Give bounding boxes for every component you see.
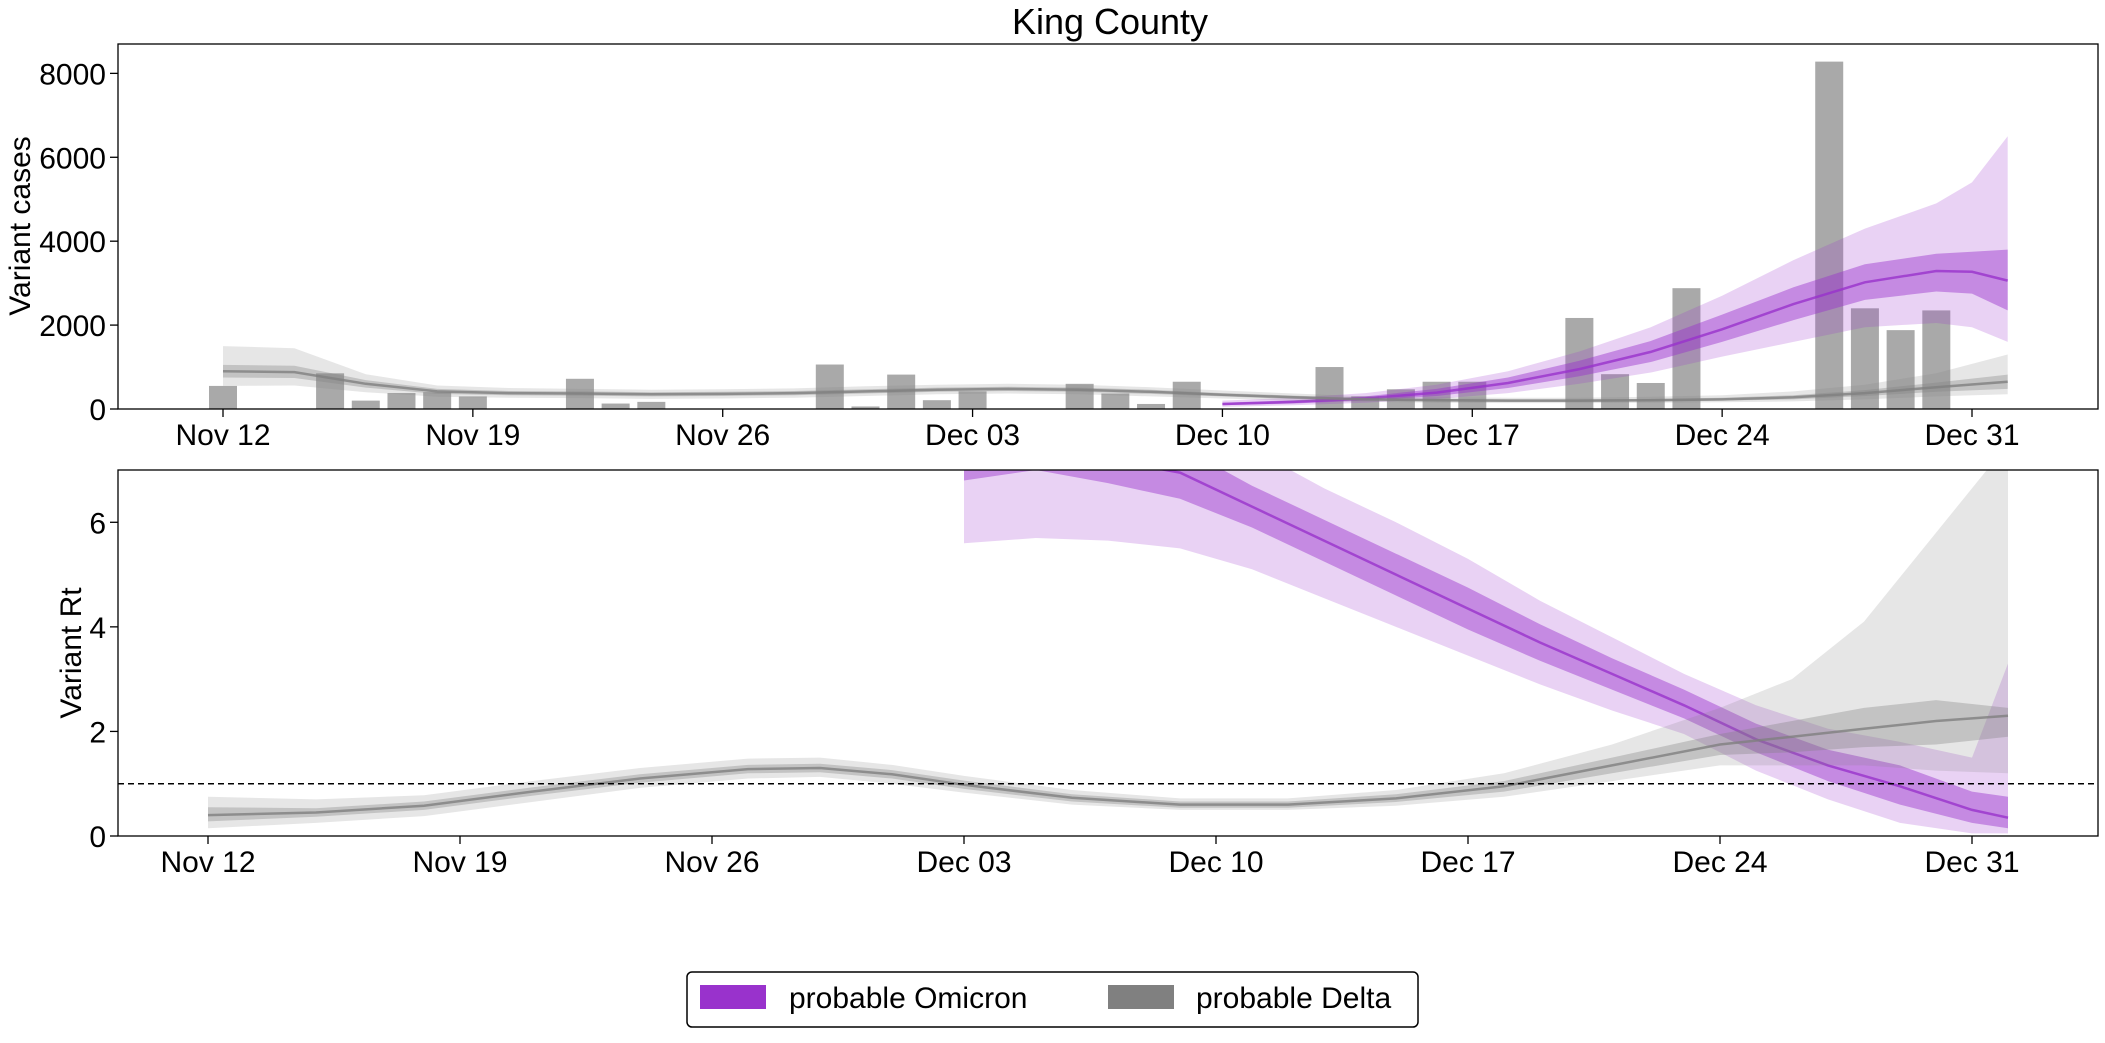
x-tick-label: Nov 26 — [664, 846, 759, 879]
case-bar — [209, 385, 237, 409]
case-bar — [1101, 393, 1130, 409]
y-tick-label: 4 — [89, 612, 106, 645]
y-tick-label: 6000 — [39, 142, 106, 175]
delta-ci50-band — [223, 364, 2008, 402]
delta-median-line — [222, 369, 2008, 402]
y-tick-label: 4000 — [39, 226, 106, 259]
case-bar — [351, 400, 380, 409]
case-bar — [1565, 317, 1594, 409]
top-series — [222, 136, 2008, 407]
top-plot-frame — [117, 43, 2099, 410]
case-bar — [851, 406, 880, 409]
legend-swatch-delta — [1108, 985, 1174, 1009]
top-x-axis: Nov 12 Nov 19 Nov 26 Dec 03 Dec 10 Dec 17 Dec … — [175, 409, 2020, 452]
legend-label-omicron: probable Omicron — [789, 982, 1027, 1015]
chart-title: King County — [1012, 1, 1208, 42]
bottom-y-axis: 0 2 4 6 — [89, 507, 118, 854]
case-bar — [1315, 367, 1344, 409]
case-bar — [637, 401, 666, 409]
case-bar — [387, 393, 416, 409]
x-tick-label: Nov 12 — [175, 419, 270, 452]
top-y-axis: 0 2000 4000 6000 8000 — [39, 58, 118, 427]
x-tick-label: Nov 12 — [160, 846, 255, 879]
x-tick-label: Dec 17 — [1420, 846, 1515, 879]
case-bar — [1886, 330, 1915, 409]
bottom-plot-frame — [117, 469, 2099, 837]
x-tick-label: Dec 03 — [925, 419, 1020, 452]
y-tick-label: 0 — [89, 821, 106, 854]
y-tick-label: 6 — [89, 507, 106, 540]
case-bar — [601, 403, 630, 409]
x-tick-label: Dec 24 — [1672, 846, 1767, 879]
y-tick-label: 8000 — [39, 58, 106, 91]
delta-ci50-band — [208, 700, 2008, 822]
omicron-median-line — [1158, 470, 2009, 819]
x-tick-label: Nov 26 — [675, 419, 770, 452]
case-bar — [1065, 383, 1094, 409]
x-tick-label: Dec 03 — [916, 846, 1011, 879]
delta-median-line — [207, 714, 2009, 817]
case-bar — [815, 364, 844, 409]
x-tick-label: Nov 19 — [412, 846, 507, 879]
bottom-panel: Nov 12 Nov 19 Nov 26 Dec 03 Dec 10 Dec 17 Dec … — [55, 469, 2099, 879]
case-bar — [1601, 374, 1630, 409]
legend-frame — [686, 971, 1419, 1028]
case-bar — [1636, 382, 1665, 409]
bottom-y-axis-label: Variant Rt — [55, 587, 88, 719]
y-tick-label: 0 — [89, 394, 106, 427]
case-bar — [1137, 403, 1166, 409]
bottom-x-axis: Nov 12 Nov 19 Nov 26 Dec 03 Dec 10 Dec 17 Dec … — [160, 836, 2020, 879]
x-tick-label: Dec 17 — [1425, 419, 1520, 452]
y-tick-label: 2000 — [39, 310, 106, 343]
x-tick-label: Dec 10 — [1168, 846, 1263, 879]
case-bar — [1672, 288, 1701, 409]
case-bar — [1172, 381, 1201, 409]
bottom-series — [207, 470, 2009, 834]
omicron-ci50-band — [1222, 249, 2008, 406]
case-bar — [458, 396, 487, 409]
case-bar — [958, 391, 987, 409]
case-bar — [922, 400, 951, 409]
omicron-ci50-band — [964, 470, 2008, 829]
top-y-axis-label: Variant cases — [4, 136, 37, 316]
case-bar — [423, 392, 452, 409]
case-bar — [1922, 310, 1951, 409]
x-tick-label: Dec 31 — [1924, 419, 2019, 452]
x-tick-label: Nov 19 — [425, 419, 520, 452]
case-bar — [1422, 381, 1451, 409]
legend: probable Omicron probable Delta — [686, 971, 1419, 1028]
legend-label-delta: probable Delta — [1196, 982, 1391, 1015]
y-tick-label: 2 — [89, 716, 106, 749]
omicron-ci95-band — [1222, 136, 2008, 407]
x-tick-label: Dec 31 — [1924, 846, 2019, 879]
top-panel: Nov 12 Nov 19 Nov 26 Dec 03 Dec 10 Dec 17 Dec … — [4, 43, 2099, 452]
legend-swatch-omicron — [700, 985, 766, 1009]
x-tick-label: Dec 24 — [1675, 419, 1770, 452]
case-bar — [1815, 61, 1844, 409]
x-tick-label: Dec 10 — [1175, 419, 1270, 452]
